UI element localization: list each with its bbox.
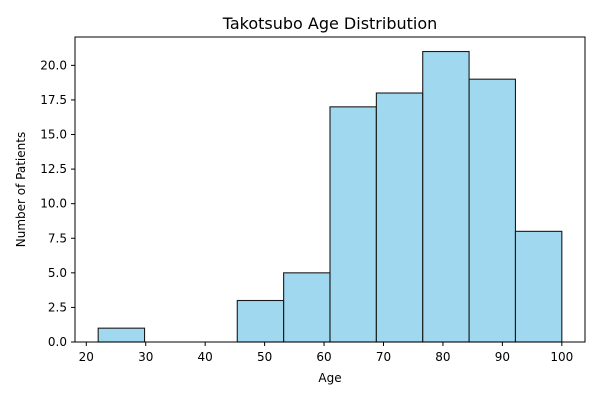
- y-tick-label: 20.0: [40, 58, 67, 72]
- y-tick-label: 17.5: [40, 93, 67, 107]
- histogram-bar-8: [468, 78, 517, 343]
- x-tick-label: 70: [376, 350, 391, 364]
- histogram-bar-6: [375, 92, 424, 343]
- y-tick-label: 15.0: [40, 128, 67, 142]
- y-tick-label: 5.0: [48, 266, 67, 280]
- y-tick-label: 7.5: [48, 231, 67, 245]
- x-tick-label: 90: [495, 350, 510, 364]
- plot-frame: [74, 36, 586, 343]
- chart-title: Takotsubo Age Distribution: [222, 14, 438, 33]
- x-axis-ticks: 20 30 40 50 60 70 80 90 100: [79, 342, 573, 364]
- x-axis-label: Age: [318, 371, 341, 385]
- y-axis-ticks: 0.0 2.5 5.0 7.5 10.0 12.5 15.0 17.5 20.0: [40, 58, 75, 349]
- histogram-bar-9: [514, 230, 563, 343]
- histogram-bar-3: [236, 299, 285, 343]
- x-tick-label: 40: [198, 350, 213, 364]
- bars-group: [97, 50, 563, 343]
- histogram-bar-5: [329, 106, 377, 343]
- x-tick-label: 20: [79, 350, 94, 364]
- x-tick-label: 80: [435, 350, 450, 364]
- y-tick-label: 12.5: [40, 162, 67, 176]
- y-axis-label: Number of Patients: [14, 132, 28, 247]
- x-tick-label: 60: [316, 350, 331, 364]
- histogram-bar-0: [97, 327, 146, 343]
- x-tick-label: 100: [550, 350, 573, 364]
- x-tick-label: 50: [257, 350, 272, 364]
- y-tick-label: 2.5: [48, 300, 67, 314]
- y-tick-label: 10.0: [40, 197, 67, 211]
- x-tick-label: 30: [138, 350, 153, 364]
- histogram-bar-4: [283, 272, 331, 343]
- y-tick-label: 0.0: [48, 335, 67, 349]
- histogram-bar-7: [422, 50, 470, 343]
